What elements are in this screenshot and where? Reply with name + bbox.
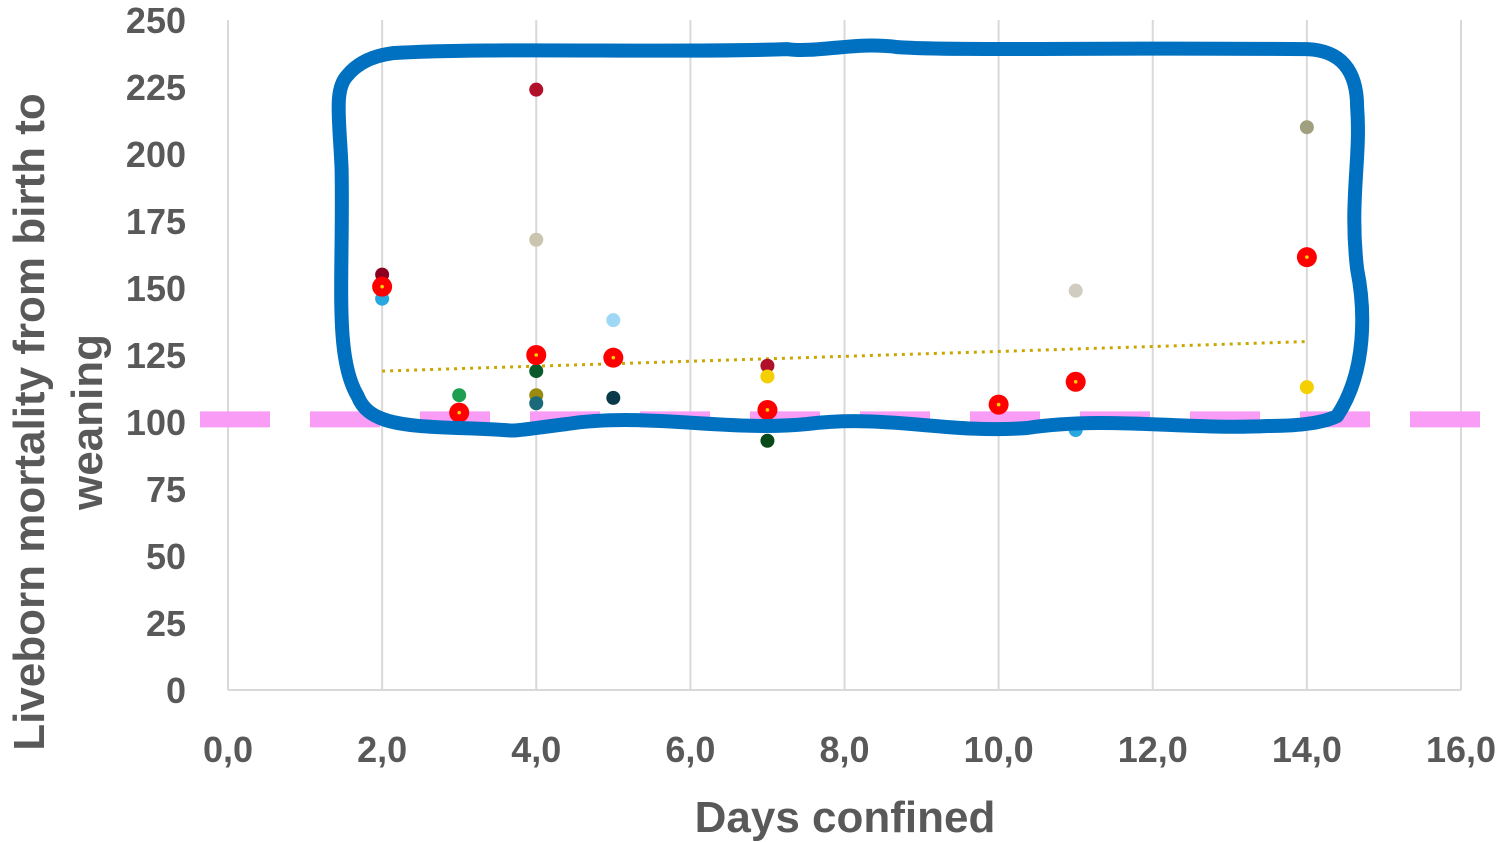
- y-tick-label: 200: [126, 134, 186, 175]
- data-point: [529, 232, 544, 247]
- data-point: [606, 313, 621, 328]
- x-tick-label: 12,0: [1118, 729, 1188, 770]
- x-tick-label: 16,0: [1426, 729, 1496, 770]
- data-point: [760, 369, 775, 384]
- y-tick-label: 225: [126, 67, 186, 108]
- y-tick-label: 175: [126, 201, 186, 242]
- x-tick-label: 0,0: [203, 729, 253, 770]
- mean-point-centre: [1305, 255, 1309, 259]
- data-point: [606, 390, 621, 405]
- x-tick-label: 8,0: [819, 729, 869, 770]
- mean-point-centre: [534, 353, 539, 357]
- x-axis-title: Days confined: [695, 793, 996, 842]
- x-tick-label: 4,0: [511, 729, 561, 770]
- mean-point-centre: [996, 402, 1001, 407]
- x-tick-label: 6,0: [665, 729, 715, 770]
- x-tick-label: 14,0: [1272, 729, 1342, 770]
- mean-point-centre: [611, 355, 616, 360]
- data-point: [760, 433, 775, 448]
- mean-points: [372, 247, 1317, 423]
- mean-point-centre: [765, 408, 770, 412]
- mean-point-centre: [457, 410, 461, 415]
- y-tick-label: 150: [126, 268, 186, 309]
- y-axis-title-line-2: weaning: [63, 334, 112, 511]
- y-tick-label: 0: [166, 670, 186, 711]
- y-tick-label: 250: [126, 0, 186, 41]
- data-point: [529, 396, 544, 411]
- y-tick-label: 75: [146, 469, 186, 510]
- y-tick-label: 125: [126, 335, 186, 376]
- x-tick-label: 10,0: [964, 729, 1034, 770]
- data-point: [529, 82, 544, 97]
- y-tick-label: 50: [146, 536, 186, 577]
- x-tick-label: 2,0: [357, 729, 407, 770]
- axis-titles: Days confined Liveborn mortality from bi…: [5, 93, 995, 842]
- highlight-box: [331, 38, 1370, 438]
- data-point: [760, 358, 775, 373]
- tick-labels: 0,0 2,0 4,0 6,0 8,0 10,0 12,0 14,0 16,0 0 25 50 75 10…: [126, 0, 1496, 770]
- data-point: [1299, 120, 1314, 135]
- data-point: [1299, 380, 1314, 395]
- axes: [227, 20, 1461, 691]
- mean-point-centre: [380, 284, 384, 289]
- highlight-outline: [331, 38, 1370, 438]
- mean-point-centre: [1073, 380, 1078, 384]
- data-point: [529, 364, 544, 379]
- y-tick-label: 100: [126, 402, 186, 443]
- y-axis-title-line-1: Liveborn mortality from birth to: [5, 93, 54, 751]
- y-tick-label: 25: [146, 603, 186, 644]
- data-point: [452, 388, 467, 403]
- data-point: [1068, 283, 1083, 298]
